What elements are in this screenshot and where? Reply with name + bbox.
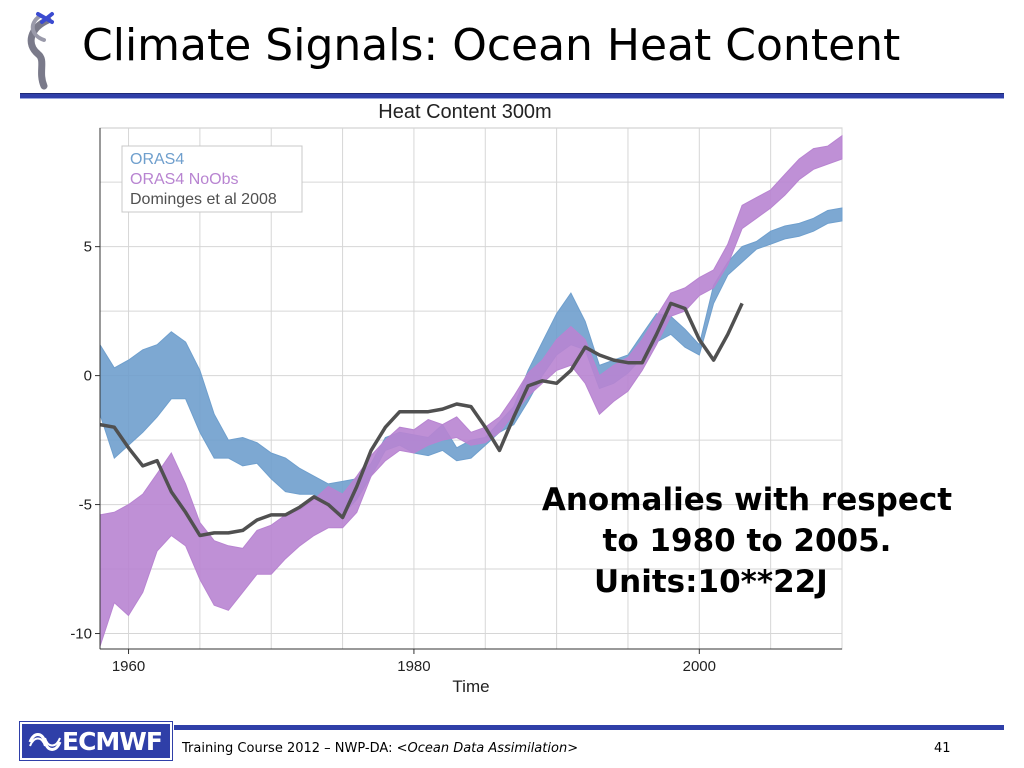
x-tick-label: 1980 xyxy=(397,658,430,675)
footer-course-text: Training Course 2012 – NWP-DA: <Ocean Da… xyxy=(182,741,578,756)
footer-topic-open: < xyxy=(396,741,408,756)
slide-title: Climate Signals: Ocean Heat Content xyxy=(82,20,901,71)
footer-topic-close: > xyxy=(567,741,579,756)
x-tick-label: 2000 xyxy=(683,658,716,675)
ecmwf-footer-logo: ECMWF xyxy=(19,721,173,761)
page-number: 41 xyxy=(934,741,951,756)
chart-legend: ORAS4 ORAS4 NoObs Dominges et al 2008 xyxy=(121,145,303,213)
x-tick-label: 1960 xyxy=(112,658,145,675)
x-axis-label: Time xyxy=(452,677,489,696)
ecmwf-brand-text: ECMWF xyxy=(62,727,163,756)
legend-oras4: ORAS4 xyxy=(130,151,184,168)
legend-box xyxy=(121,145,303,213)
legend-oras4-noobs: ORAS4 NoObs xyxy=(130,171,238,188)
annotation-line-1: Anomalies with respect xyxy=(541,482,953,518)
y-tick-label: -10 xyxy=(70,626,92,643)
ecmwf-swirl-logo xyxy=(27,12,54,90)
title-divider xyxy=(20,93,1004,99)
y-tick-label: 0 xyxy=(84,368,92,385)
annotation-text: Anomalies with respect to 1980 to 2005. … xyxy=(512,480,982,603)
y-tick-label: 5 xyxy=(84,239,92,256)
annotation-line-3: Units:10**22J xyxy=(594,564,828,600)
line-dominges-et-al-2008 xyxy=(99,301,744,538)
footer-course: Training Course 2012 – NWP-DA: xyxy=(182,741,397,756)
y-tick-label: -5 xyxy=(79,497,92,514)
annotation-line-2: to 1980 to 2005. xyxy=(602,523,892,559)
axes: 5 0 -5 -10 1960 1980 2000 xyxy=(70,128,842,675)
band-oras4-noobs xyxy=(99,134,843,647)
data-lines xyxy=(99,301,744,538)
heat-content-chart: Heat Content 300m 5 0 -5 -10 1960 1980 2000 OR… xyxy=(70,101,843,696)
legend-domingues: Dominges et al 2008 xyxy=(130,191,277,208)
footer-topic: Ocean Data Assimilation xyxy=(407,741,568,756)
ecmwf-mark-icon xyxy=(28,733,62,751)
chart-title: Heat Content 300m xyxy=(378,101,551,123)
footer-divider xyxy=(174,725,1004,730)
